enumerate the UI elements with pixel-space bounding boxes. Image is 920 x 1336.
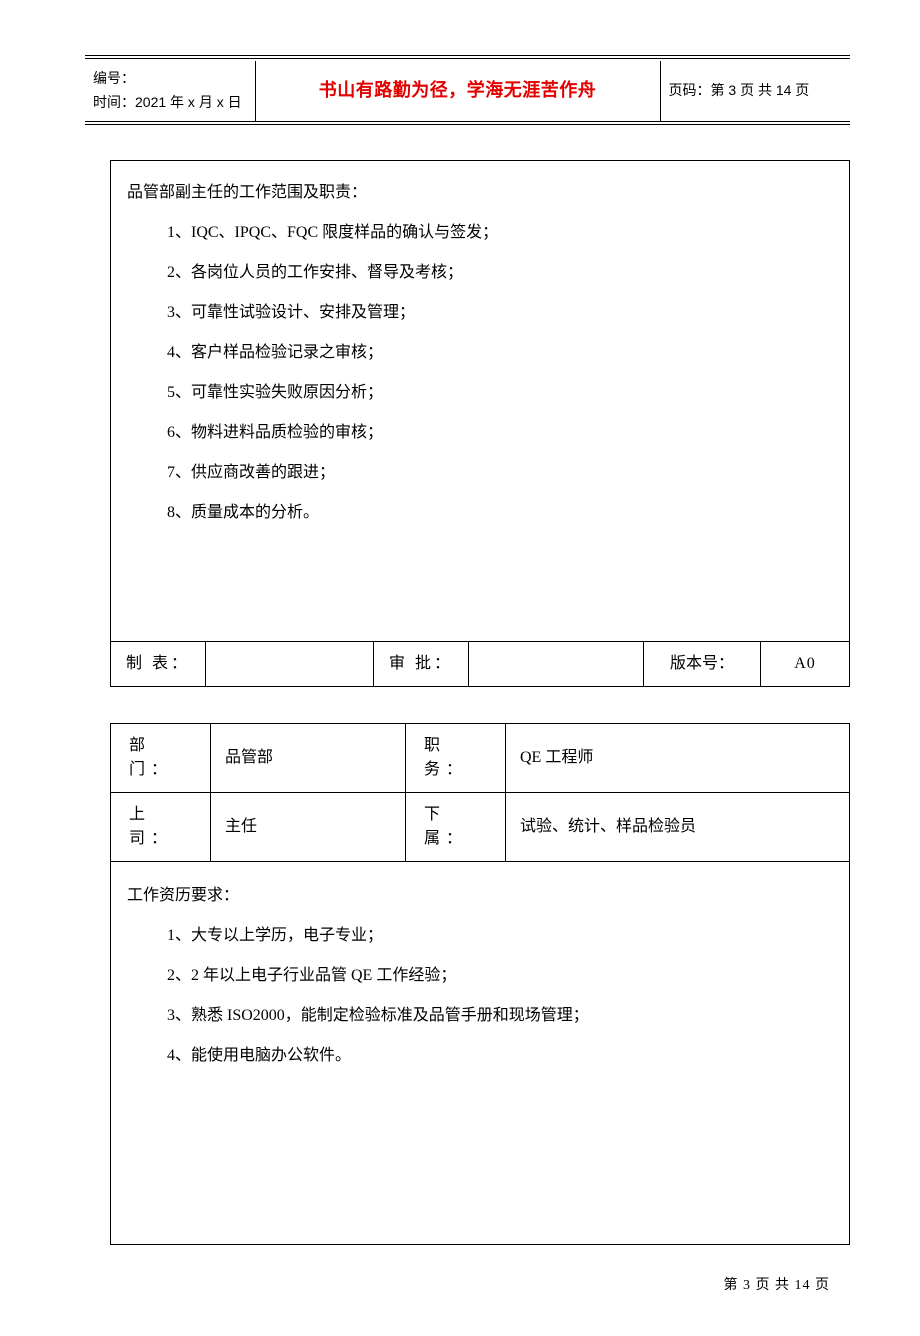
- make-label: 制 表：: [111, 642, 206, 686]
- list-item: 4、能使用电脑办公软件。: [127, 1044, 833, 1068]
- header-right-cell: 页码：第 3 页 共 14 页: [660, 61, 850, 121]
- list-item: 8、质量成本的分析。: [127, 501, 833, 525]
- list-item: 1、IQC、IPQC、FQC 限度样品的确认与签发；: [127, 221, 833, 245]
- page-header: 编号： 时间：2021 年 x 月 x 日 书山有路勤为径，学海无涯苦作舟 页码…: [85, 61, 850, 121]
- list-item: 5、可靠性实验失败原因分析；: [127, 381, 833, 405]
- superior-label: 上 司：: [111, 792, 211, 861]
- list-item: 2、2 年以上电子行业品管 QE 工作经验；: [127, 964, 833, 988]
- dept-label: 部 门：: [111, 723, 211, 792]
- info-table: 部 门： 品管部 职 务： QE 工程师 上 司： 主任 下 属： 试验、统计、…: [110, 723, 850, 862]
- list-item: 4、客户样品检验记录之审核；: [127, 341, 833, 365]
- sub-value: 试验、统计、样品检验员: [506, 792, 850, 861]
- section1-footer-row: 制 表： 审 批： 版本号： A0: [111, 641, 849, 686]
- list-item: 6、物料进料品质检验的审核；: [127, 421, 833, 445]
- table-row: 部 门： 品管部 职 务： QE 工程师: [111, 723, 850, 792]
- superior-value: 主任: [211, 792, 406, 861]
- header-left-cell: 编号： 时间：2021 年 x 月 x 日: [85, 61, 255, 121]
- dept-value: 品管部: [211, 723, 406, 792]
- section1-content: 品管部副主任的工作范围及职责： 1、IQC、IPQC、FQC 限度样品的确认与签…: [111, 161, 849, 641]
- role-value: QE 工程师: [506, 723, 850, 792]
- sub-label: 下 属：: [406, 792, 506, 861]
- serial-label: 编号：: [93, 70, 135, 86]
- date-label: 时间：: [93, 94, 135, 110]
- approve-label: 审 批：: [374, 642, 469, 686]
- list-item: 3、可靠性试验设计、安排及管理；: [127, 301, 833, 325]
- version-label: 版本号：: [644, 642, 761, 686]
- list-item: 1、大专以上学历，电子专业；: [127, 924, 833, 948]
- approve-value: [469, 642, 644, 686]
- role-label: 职 务：: [406, 723, 506, 792]
- page-value: 第 3 页 共 14 页: [711, 82, 810, 98]
- list-item: 2、各岗位人员的工作安排、督导及考核；: [127, 261, 833, 285]
- page-footer: 第 3 页 共 14 页: [85, 1275, 850, 1296]
- top-rule: [85, 55, 850, 59]
- header-bottom-rule: [85, 121, 850, 125]
- page-label: 页码：: [669, 82, 711, 98]
- make-value: [206, 642, 374, 686]
- version-value: A0: [761, 642, 849, 686]
- header-motto: 书山有路勤为径，学海无涯苦作舟: [255, 61, 660, 121]
- section2-intro: 工作资历要求：: [127, 884, 833, 908]
- date-value: 2021 年 x 月 x 日: [135, 94, 242, 110]
- section1-box: 品管部副主任的工作范围及职责： 1、IQC、IPQC、FQC 限度样品的确认与签…: [110, 160, 850, 687]
- section2-box: 工作资历要求： 1、大专以上学历，电子专业； 2、2 年以上电子行业品管 QE …: [110, 862, 850, 1245]
- list-item: 3、熟悉 ISO2000，能制定检验标准及品管手册和现场管理；: [127, 1004, 833, 1028]
- list-item: 7、供应商改善的跟进；: [127, 461, 833, 485]
- table-row: 上 司： 主任 下 属： 试验、统计、样品检验员: [111, 792, 850, 861]
- section1-intro: 品管部副主任的工作范围及职责：: [127, 181, 833, 205]
